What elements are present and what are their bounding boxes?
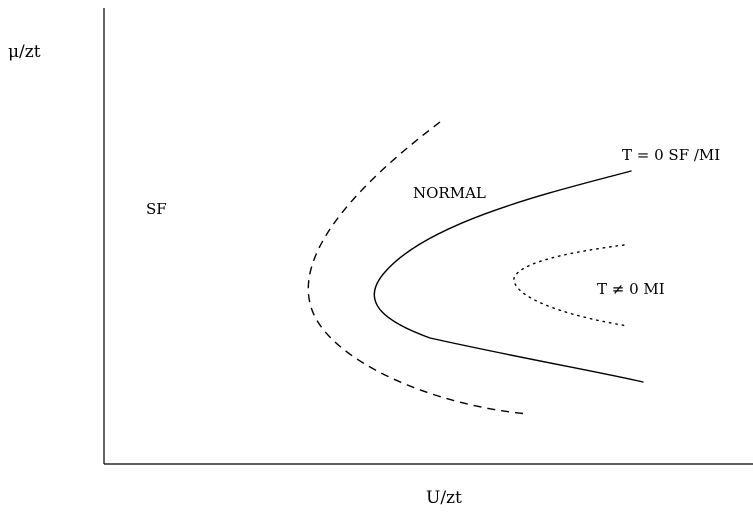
dashed-phase-boundary: [307, 121, 529, 415]
solid-phase-boundary-t0: [373, 170, 644, 383]
x-axis-label: U/zt: [426, 488, 462, 508]
dotted-phase-boundary: [513, 244, 629, 327]
region-label-mi-nonzero-t: T ≠ 0 MI: [597, 280, 665, 298]
boundary-label-t0-sf-mi: T = 0 SF /MI: [622, 146, 721, 164]
region-label-sf: SF: [146, 200, 167, 218]
region-label-normal: NORMAL: [413, 184, 486, 202]
y-axis-label: μ/zt: [8, 42, 41, 62]
